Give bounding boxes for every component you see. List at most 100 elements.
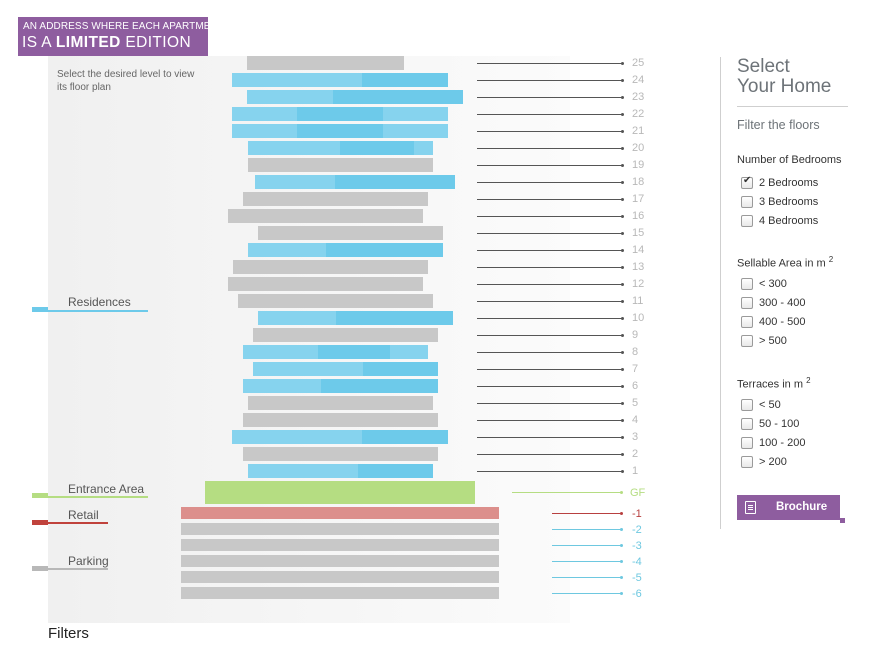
- floor-bar[interactable]: [232, 73, 448, 87]
- filter-checkbox[interactable]: [741, 399, 753, 411]
- floor-number[interactable]: 3: [632, 431, 639, 443]
- floor-number[interactable]: 24: [632, 74, 645, 86]
- floor-leader-line: [477, 368, 624, 371]
- floor-number[interactable]: 25: [632, 57, 645, 69]
- floor-bar[interactable]: [228, 277, 423, 291]
- floor-bar[interactable]: [243, 345, 428, 359]
- floor-bar[interactable]: [232, 107, 448, 121]
- floor-bar[interactable]: [238, 294, 433, 308]
- floor-number[interactable]: 18: [632, 176, 645, 188]
- floor-bar[interactable]: [247, 90, 463, 104]
- filter-option[interactable]: 3 Bedrooms: [741, 196, 818, 208]
- floor-bar[interactable]: [243, 447, 438, 461]
- floor-highlight-segment: [336, 311, 453, 325]
- floor-number[interactable]: 13: [632, 261, 645, 273]
- floor-bar[interactable]: [248, 464, 433, 478]
- filter-option[interactable]: > 500: [741, 335, 787, 347]
- filter-option[interactable]: 300 - 400: [741, 297, 805, 309]
- floor-bar[interactable]: [258, 226, 443, 240]
- ground-floor-number[interactable]: GF: [630, 487, 646, 499]
- filter-option[interactable]: < 50: [741, 399, 781, 411]
- floor-leader-line: [477, 402, 624, 405]
- filter-checkbox[interactable]: [741, 437, 753, 449]
- floor-number[interactable]: 1: [632, 465, 639, 477]
- basement-level-number[interactable]: -2: [632, 524, 642, 536]
- floor-number[interactable]: 23: [632, 91, 645, 103]
- basement-level-number[interactable]: -3: [632, 540, 642, 552]
- filter-option[interactable]: 2 Bedrooms: [741, 175, 819, 189]
- parking-floor-bar[interactable]: [181, 571, 499, 583]
- filter-checkbox[interactable]: [741, 215, 753, 227]
- floor-bar[interactable]: [232, 430, 448, 444]
- floor-bar[interactable]: [233, 260, 428, 274]
- floor-number[interactable]: 7: [632, 363, 639, 375]
- filter-option[interactable]: < 300: [741, 278, 787, 290]
- floor-number[interactable]: 9: [632, 329, 639, 341]
- floor-bar[interactable]: [255, 175, 455, 189]
- floor-bar[interactable]: [247, 56, 404, 70]
- floor-number[interactable]: 20: [632, 142, 645, 154]
- filter-option[interactable]: 4 Bedrooms: [741, 215, 818, 227]
- parking-floor-bar[interactable]: [181, 555, 499, 567]
- floor-leader-line: [477, 130, 624, 133]
- floor-bar[interactable]: [243, 413, 438, 427]
- filter-option[interactable]: 50 - 100: [741, 418, 799, 430]
- filter-checkbox[interactable]: [741, 456, 753, 468]
- parking-floor-bar[interactable]: [181, 523, 499, 535]
- filter-checkbox[interactable]: [741, 335, 753, 347]
- floor-bar[interactable]: [248, 141, 433, 155]
- retail-floor-bar[interactable]: [181, 507, 499, 519]
- filter-option[interactable]: 400 - 500: [741, 316, 805, 328]
- basement-level-number[interactable]: -4: [632, 556, 642, 568]
- floor-number[interactable]: 2: [632, 448, 639, 460]
- floor-number[interactable]: 17: [632, 193, 645, 205]
- ground-floor-bar[interactable]: [205, 481, 475, 504]
- floor-bar[interactable]: [243, 192, 428, 206]
- floor-bar[interactable]: [248, 396, 433, 410]
- filter-checkbox[interactable]: [741, 418, 753, 430]
- floor-bar[interactable]: [243, 379, 438, 393]
- sidebar-subtitle: Filter the floors: [737, 118, 820, 132]
- filter-option-label: 2 Bedrooms: [759, 177, 819, 189]
- parking-floor-bar[interactable]: [181, 587, 499, 599]
- filter-checkbox[interactable]: [741, 278, 753, 290]
- floor-number[interactable]: 6: [632, 380, 639, 392]
- floor-leader-line: [477, 334, 624, 337]
- residences-zone-marker: [32, 307, 48, 312]
- sidebar-title-rule: [737, 106, 848, 107]
- floor-leader-line: [477, 300, 624, 303]
- floor-number[interactable]: 11: [632, 295, 644, 307]
- basement-level-number[interactable]: -1: [632, 508, 642, 520]
- floor-number[interactable]: 10: [632, 312, 645, 324]
- parking-floor-bar[interactable]: [181, 539, 499, 551]
- filter-checkbox[interactable]: [741, 175, 753, 189]
- floor-number[interactable]: 12: [632, 278, 645, 290]
- floor-number[interactable]: 21: [632, 125, 645, 137]
- filter-checkbox[interactable]: [741, 196, 753, 208]
- basement-level-number[interactable]: -6: [632, 588, 642, 600]
- floor-number[interactable]: 4: [632, 414, 639, 426]
- floor-number[interactable]: 8: [632, 346, 639, 358]
- floor-number[interactable]: 22: [632, 108, 645, 120]
- floor-bar[interactable]: [232, 124, 448, 138]
- floor-bar[interactable]: [258, 311, 453, 325]
- basement-level-number[interactable]: -5: [632, 572, 642, 584]
- filter-checkbox[interactable]: [741, 316, 753, 328]
- floor-number[interactable]: 14: [632, 244, 645, 256]
- floor-bar[interactable]: [253, 328, 438, 342]
- floor-highlight-segment: [358, 464, 433, 478]
- floor-number[interactable]: 5: [632, 397, 639, 409]
- filter-option[interactable]: > 200: [741, 456, 787, 468]
- floor-bar[interactable]: [248, 158, 433, 172]
- filter-checkbox[interactable]: [741, 297, 753, 309]
- brochure-button[interactable]: Brochure: [737, 495, 845, 523]
- floor-bar[interactable]: [228, 209, 423, 223]
- filter-group-title: Number of Bedrooms: [737, 154, 842, 166]
- floor-bar[interactable]: [248, 243, 443, 257]
- floor-bar[interactable]: [253, 362, 438, 376]
- parking-zone-line: [32, 568, 108, 570]
- floor-number[interactable]: 15: [632, 227, 645, 239]
- filter-option[interactable]: 100 - 200: [741, 437, 805, 449]
- floor-number[interactable]: 19: [632, 159, 645, 171]
- floor-number[interactable]: 16: [632, 210, 645, 222]
